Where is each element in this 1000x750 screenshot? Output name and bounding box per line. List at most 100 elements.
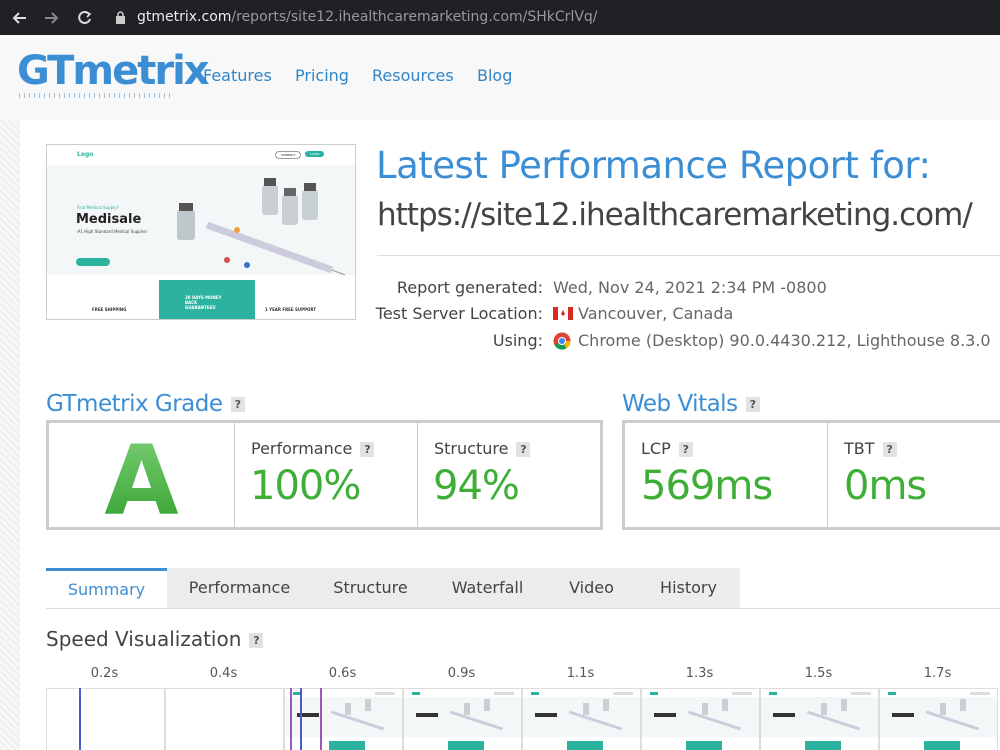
filmstrip-frame: [165, 688, 284, 750]
lock-icon: [116, 11, 125, 24]
chrome-icon: [553, 332, 571, 350]
tab[interactable]: Performance: [167, 568, 313, 608]
metric-label: LCP?: [641, 439, 693, 458]
frame-shape: [293, 692, 301, 695]
thumb-feature: 30 DAYS MONEY BACK GUARANTEED: [185, 295, 222, 310]
frame-time: 0.2s: [90, 666, 119, 681]
frame-shape: [535, 713, 557, 717]
section-title: Speed Visualization?: [46, 627, 264, 651]
metric-name: Performance: [251, 439, 353, 458]
grade-cell: A: [49, 423, 234, 537]
frame-shape: [494, 692, 514, 695]
grade-title: GTmetrix Grade: [46, 391, 223, 417]
frame-time: 1.7s: [923, 666, 952, 681]
section-title: Web Vitals?: [622, 391, 760, 417]
frame-shape: [416, 713, 438, 717]
metric-name: TBT: [844, 439, 875, 458]
tab[interactable]: Summary: [46, 568, 168, 608]
frame-shape: [583, 703, 589, 715]
divider: [377, 255, 1000, 256]
frame-shape: [892, 713, 914, 717]
logo[interactable]: GTmetrix: [17, 48, 210, 94]
help-icon[interactable]: ?: [516, 442, 531, 457]
browser-buttons[interactable]: [8, 8, 98, 28]
site-thumbnail: Logo CONTACT LOGIN Find Medical Supply? …: [46, 144, 356, 320]
tab[interactable]: Structure: [312, 568, 430, 608]
timing-marker: [290, 688, 292, 750]
grade-letter: A: [49, 425, 234, 537]
frame-shape: [851, 692, 871, 695]
frame-shape: [484, 699, 490, 711]
filmstrip-frame: [46, 688, 165, 750]
metric-value: 0ms: [844, 463, 927, 509]
detail-label: Report generated:: [396, 278, 543, 297]
frame-shape: [924, 741, 960, 750]
filmstrip-frame: [403, 688, 522, 750]
tab[interactable]: History: [637, 568, 741, 608]
metric-cell: Structure? 94%: [418, 423, 600, 527]
address-bar[interactable]: gtmetrix.com/reports/site12.ihealthcarem…: [137, 8, 598, 26]
nav-link[interactable]: Pricing: [295, 66, 349, 85]
help-icon[interactable]: ?: [745, 397, 760, 412]
filmstrip-frame: [641, 688, 760, 750]
frame-time: 0.9s: [447, 666, 476, 681]
nav-link[interactable]: Features: [203, 66, 272, 85]
thumb-brand: Medisale: [76, 212, 142, 227]
help-icon[interactable]: ?: [678, 442, 693, 457]
tab[interactable]: Waterfall: [429, 568, 547, 608]
tab[interactable]: Video: [546, 568, 638, 608]
frame-shape: [375, 692, 395, 695]
timing-marker: [79, 688, 81, 750]
vitals-box: LCP? 569ms TBT? 0ms: [622, 420, 1000, 530]
thumb-feature: 1 YEAR FREE SUPPORT: [265, 307, 317, 312]
frame-shape: [732, 692, 752, 695]
help-icon[interactable]: ?: [230, 397, 245, 412]
frame-shape: [603, 699, 609, 711]
frame-shape: [613, 692, 633, 695]
frame-shape: [821, 703, 827, 715]
frame-shape: [412, 692, 420, 695]
logo-ruler: [19, 93, 173, 98]
frame-shape: [297, 713, 319, 717]
nav-link[interactable]: Blog: [477, 66, 513, 85]
frame-time: 1.3s: [685, 666, 714, 681]
frame-shape: [805, 741, 841, 750]
help-icon[interactable]: ?: [360, 442, 375, 457]
metric-cell: LCP? 569ms: [625, 423, 827, 527]
filmstrip-frame: [522, 688, 641, 750]
detail-value: Wed, Nov 24, 2021 2:34 PM -0800: [553, 278, 827, 297]
site-header: [0, 35, 1000, 120]
filmstrip-frame: [760, 688, 879, 750]
frame-shape: [654, 713, 676, 717]
help-icon[interactable]: ?: [882, 442, 897, 457]
frame-shape: [686, 741, 722, 750]
nav-link[interactable]: Resources: [372, 66, 454, 85]
filmstrip-frame: [284, 688, 403, 750]
thumb-illustration: [177, 178, 346, 276]
frame-shape: [722, 699, 728, 711]
metric-label: TBT?: [844, 439, 897, 458]
thumb-button: CONTACT: [275, 151, 302, 159]
grade-box: A Performance? 100% Structure? 94%: [46, 420, 603, 537]
frame-time: 1.1s: [566, 666, 595, 681]
speed-title: Speed Visualization: [46, 627, 242, 651]
report-url: https://site12.ihealthcaremarketing.com/: [377, 197, 973, 233]
frame-shape: [329, 741, 365, 750]
url-host: gtmetrix.com: [137, 9, 232, 25]
section-title: GTmetrix Grade?: [46, 391, 245, 417]
frame-shape: [841, 699, 847, 711]
timing-marker: [300, 688, 302, 750]
frame-shape: [769, 692, 777, 695]
detail-label: Using:: [492, 331, 543, 350]
metric-label: Structure?: [434, 439, 531, 458]
frame-time: 1.5s: [804, 666, 833, 681]
detail-value: Chrome (Desktop) 90.0.4430.212, Lighthou…: [578, 331, 991, 350]
frame-shape: [773, 713, 795, 717]
thumb-cta: [76, 258, 110, 266]
metric-value: 100%: [250, 463, 361, 509]
metric-value: 94%: [433, 463, 520, 509]
frame-shape: [650, 692, 658, 695]
frame-shape: [345, 703, 351, 715]
help-icon[interactable]: ?: [249, 633, 264, 648]
report-heading: Latest Performance Report for:: [376, 144, 931, 187]
